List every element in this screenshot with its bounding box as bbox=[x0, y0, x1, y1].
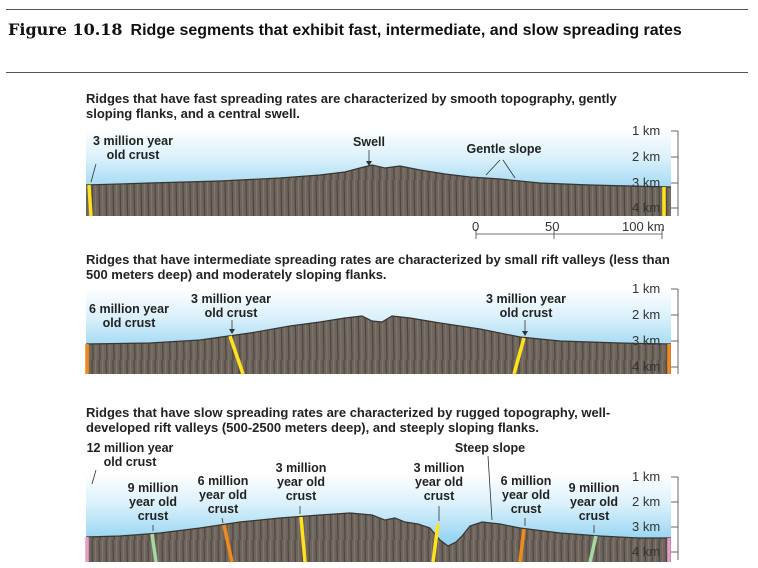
slow-ridge-crust bbox=[86, 513, 671, 562]
slow-9my-right-line2: year old bbox=[570, 495, 618, 509]
slow-9my-left-marker bbox=[150, 533, 158, 563]
intermediate-3my-right-label: 3 million year old crust bbox=[481, 292, 571, 320]
intermediate-3my-right-arrow bbox=[522, 331, 528, 336]
slow-12my-line1: 12 million year bbox=[86, 441, 174, 455]
intermediate-3my-left-line1: 3 million year bbox=[191, 292, 271, 306]
figure-title: Figure 10.18 Ridge segments that exhibit … bbox=[8, 18, 738, 42]
intermediate-depth-2km: 2 km bbox=[632, 307, 661, 322]
slow-depth-1km: 1 km bbox=[632, 469, 661, 484]
intermediate-caption: Ridges that have intermediate spreading … bbox=[86, 252, 670, 282]
slow-3my-right-line1: 3 million bbox=[413, 461, 465, 475]
slow-ridge-outline bbox=[85, 512, 671, 547]
fast-crust-label: 3 million year old crust bbox=[88, 134, 178, 162]
distance-label-0: 0 bbox=[472, 219, 480, 234]
slow-3my-right-line3: crust bbox=[423, 489, 455, 503]
slow-9my-right-line3: crust bbox=[578, 509, 610, 523]
slow-12my-leader bbox=[91, 469, 97, 485]
slow-9my-right-label: 9 million year old crust bbox=[563, 481, 625, 523]
intermediate-6my-line2: old crust bbox=[102, 316, 156, 330]
slow-9my-right-marker bbox=[588, 535, 598, 563]
slow-9my-left-line1: 9 million bbox=[127, 481, 179, 495]
intermediate-3my-right-line2: old crust bbox=[499, 306, 553, 320]
slow-3my-right-label: 3 million year old crust bbox=[408, 461, 470, 503]
slow-6my-right-line2: year old bbox=[502, 488, 550, 502]
slow-6my-right-marker bbox=[518, 528, 526, 563]
intermediate-3my-left-arrow bbox=[229, 329, 235, 334]
slow-3my-left-marker bbox=[299, 516, 307, 563]
steep-slope-label: Steep slope bbox=[454, 441, 526, 455]
slow-6my-left-label: 6 million year old crust bbox=[192, 474, 254, 516]
slow-depth-2km: 2 km bbox=[632, 494, 661, 509]
intermediate-6my-line1: 6 million year bbox=[89, 302, 169, 316]
intermediate-depth-4km: 4 km bbox=[632, 359, 661, 374]
slow-9my-left-label: 9 million year old crust bbox=[122, 481, 184, 523]
swell-label: Swell bbox=[353, 135, 385, 149]
title-rule bbox=[6, 72, 748, 73]
fast-crust-leader bbox=[90, 163, 97, 183]
fast-crust-label-line1: 3 million year bbox=[93, 134, 173, 148]
intermediate-3my-right-line1: 3 million year bbox=[486, 292, 566, 306]
slow-9my-left-line2: year old bbox=[129, 495, 177, 509]
figure-title-text: Ridge segments that exhibit fast, interm… bbox=[130, 22, 682, 39]
fast-depth-3km: 3 km bbox=[632, 175, 661, 190]
gentle-slope-leader-left bbox=[485, 159, 501, 176]
fast-depth-2km: 2 km bbox=[632, 149, 661, 164]
slow-6my-left-line2: year old bbox=[199, 488, 247, 502]
slow-3my-right-line2: year old bbox=[415, 475, 463, 489]
slow-caption: Ridges that have slow spreading rates ar… bbox=[86, 405, 611, 435]
intermediate-3my-right-marker bbox=[512, 337, 526, 375]
gentle-slope-leader-right bbox=[502, 159, 516, 179]
slow-9my-right-line1: 9 million bbox=[568, 481, 620, 495]
slow-3my-left-label: 3 million year old crust bbox=[270, 461, 332, 503]
intermediate-depth-3km: 3 km bbox=[632, 333, 661, 348]
slow-3my-left-line1: 3 million bbox=[275, 461, 327, 475]
fast-crust-3my-left-marker bbox=[87, 184, 93, 217]
fast-ridge-outline bbox=[85, 164, 672, 188]
fast-crust-label-line2: old crust bbox=[106, 148, 160, 162]
slow-6my-right-label: 6 million year old crust bbox=[495, 474, 557, 516]
distance-label-50: 50 bbox=[545, 219, 560, 234]
slow-6my-left-leader bbox=[221, 517, 224, 524]
fast-depth-1km: 1 km bbox=[632, 123, 661, 138]
slow-9my-left-line3: crust bbox=[137, 509, 169, 523]
intermediate-ridge-outline bbox=[85, 315, 672, 345]
intermediate-3my-left-line2: old crust bbox=[204, 306, 258, 320]
slow-12my-label: 12 million year old crust bbox=[82, 441, 178, 469]
slow-3my-right-marker bbox=[431, 523, 440, 563]
intermediate-depth-1km: 1 km bbox=[632, 281, 661, 296]
slow-6my-right-line3: crust bbox=[510, 502, 542, 516]
figure-number: Figure 10.18 bbox=[8, 20, 123, 39]
intermediate-ridge-crust bbox=[86, 316, 671, 374]
slow-12my-line2: old crust bbox=[103, 455, 157, 469]
intermediate-6my-label: 6 million year old crust bbox=[86, 302, 172, 330]
distance-label-100: 100 km bbox=[622, 219, 665, 234]
slow-3my-left-line3: crust bbox=[285, 489, 317, 503]
intermediate-3my-left-marker bbox=[228, 335, 245, 375]
swell-arrow bbox=[366, 161, 372, 166]
slow-depth-4km: 4 km bbox=[632, 544, 661, 559]
top-rule bbox=[6, 9, 748, 10]
slow-3my-left-line2: year old bbox=[277, 475, 325, 489]
fast-ridge-crust bbox=[86, 165, 671, 216]
slow-6my-left-line1: 6 million bbox=[197, 474, 249, 488]
gentle-slope-label: Gentle slope bbox=[466, 142, 542, 156]
slow-6my-left-line3: crust bbox=[207, 502, 239, 516]
intermediate-3my-left-label: 3 million year old crust bbox=[186, 292, 276, 320]
steep-slope-leader bbox=[487, 455, 493, 521]
slow-6my-left-marker bbox=[222, 524, 234, 563]
fast-caption: Ridges that have fast spreading rates ar… bbox=[86, 91, 617, 121]
slow-depth-3km: 3 km bbox=[632, 519, 661, 534]
slow-6my-right-line1: 6 million bbox=[500, 474, 552, 488]
fast-depth-4km: 4 km bbox=[632, 200, 661, 215]
